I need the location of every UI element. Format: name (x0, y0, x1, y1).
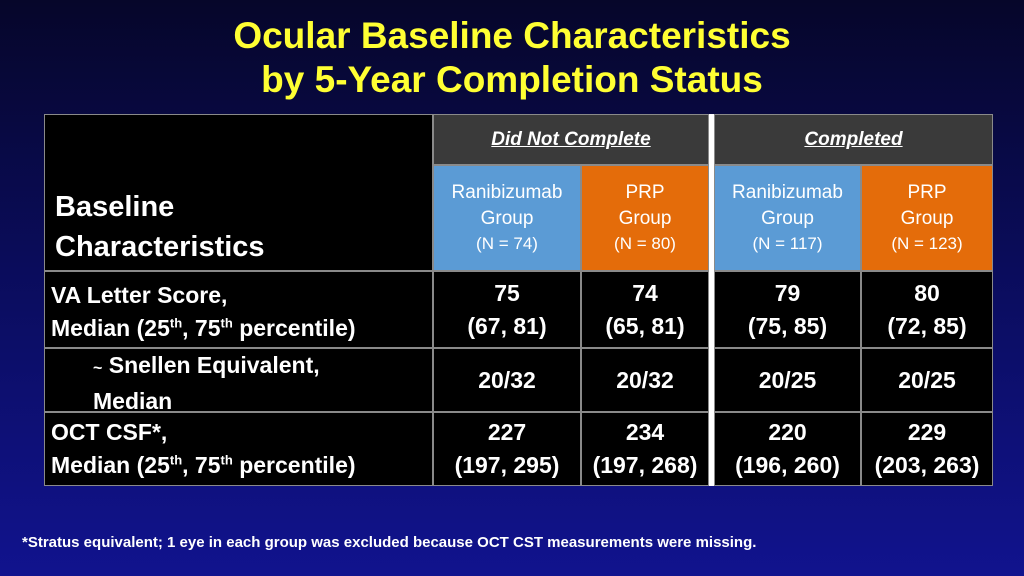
row-label-snellen: ~ Snellen Equivalent, Median (44, 348, 433, 414)
va-median: 74 (632, 279, 658, 306)
oct-range: (197, 268) (592, 452, 698, 478)
snellen-label-line-1: ~ Snellen Equivalent, (93, 352, 320, 378)
oct-label-line-1: OCT CSF*, (51, 419, 168, 445)
group-n: (N = 80) (614, 234, 676, 253)
oct-range: (196, 260) (735, 452, 840, 478)
group-header-ranibizumab-completed: Ranibizumab Group (N = 117) (714, 165, 861, 271)
group-label: Group (618, 208, 672, 229)
baseline-header-cell: Baseline Characteristics (44, 114, 433, 271)
snellen-cell: 20/32 (433, 348, 581, 412)
oct-median: 234 (625, 419, 665, 445)
group-n: (N = 123) (891, 234, 963, 253)
va-median: 80 (914, 279, 940, 306)
snellen-value: 20/25 (758, 366, 817, 393)
did-not-complete-label: Did Not Complete (491, 128, 651, 150)
oct-cell: 220 (196, 260) (714, 412, 861, 486)
oct-cell: 234 (197, 268) (581, 412, 709, 486)
va-cell: 75 (67, 81) (433, 271, 581, 348)
snellen-value: 20/25 (898, 366, 956, 393)
did-not-complete-header: Did Not Complete (433, 114, 709, 165)
group-header-ranibizumab-dnc: Ranibizumab Group (N = 74) (433, 165, 581, 271)
oct-cell: 227 (197, 295) (433, 412, 581, 486)
group-header-prp-completed: PRP Group (N = 123) (861, 165, 993, 271)
va-label-line-1: VA Letter Score, (51, 282, 228, 308)
va-median: 79 (774, 279, 801, 306)
oct-range: (203, 263) (874, 452, 980, 478)
baseline-header-line-2: Characteristics (55, 231, 265, 263)
snellen-cell: 20/32 (581, 348, 709, 412)
tilde-symbol: ~ (93, 360, 103, 377)
va-cell: 79 (75, 85) (714, 271, 861, 348)
group-divider (709, 114, 714, 486)
snellen-cell: 20/25 (714, 348, 861, 412)
group-label: Group (900, 208, 954, 229)
baseline-table: Baseline Characteristics Did Not Complet… (44, 114, 993, 486)
va-range: (72, 85) (887, 312, 967, 339)
slide-title: Ocular Baseline Characteristics by 5-Yea… (0, 14, 1024, 102)
group-name: Ranibizumab (451, 182, 563, 203)
oct-label-line-2: Median (25th, 75th percentile) (51, 452, 356, 478)
completed-label: Completed (804, 128, 903, 150)
snellen-label-line-2: Median (93, 388, 173, 414)
oct-median: 227 (487, 419, 527, 445)
va-cell: 80 (72, 85) (861, 271, 993, 348)
snellen-value: 20/32 (616, 366, 674, 393)
va-range: (67, 81) (467, 312, 547, 339)
group-n: (N = 74) (476, 234, 538, 253)
group-name: PRP (907, 182, 947, 203)
oct-cell: 229 (203, 263) (861, 412, 993, 486)
row-label-va: VA Letter Score, Median (25th, 75th perc… (44, 271, 433, 348)
group-name: Ranibizumab (732, 182, 843, 203)
group-name: PRP (625, 182, 665, 203)
va-range: (75, 85) (747, 312, 828, 339)
snellen-cell: 20/25 (861, 348, 993, 412)
va-cell: 74 (65, 81) (581, 271, 709, 348)
oct-median: 229 (907, 419, 947, 445)
title-line-1: Ocular Baseline Characteristics (233, 15, 791, 56)
oct-median: 220 (768, 419, 807, 445)
footnote: *Stratus equivalent; 1 eye in each group… (22, 534, 757, 551)
group-label: Group (761, 208, 814, 229)
row-label-oct: OCT CSF*, Median (25th, 75th percentile) (44, 412, 433, 486)
title-line-2: by 5-Year Completion Status (261, 59, 763, 100)
va-median: 75 (494, 279, 520, 306)
oct-range: (197, 295) (454, 452, 560, 478)
completed-header: Completed (714, 114, 993, 165)
group-header-prp-dnc: PRP Group (N = 80) (581, 165, 709, 271)
group-label: Group (480, 208, 534, 229)
baseline-header-line-1: Baseline (55, 191, 175, 223)
group-n: (N = 117) (752, 234, 823, 253)
va-range: (65, 81) (605, 312, 685, 339)
va-label-line-2: Median (25th, 75th percentile) (51, 315, 356, 341)
snellen-value: 20/32 (478, 366, 536, 393)
